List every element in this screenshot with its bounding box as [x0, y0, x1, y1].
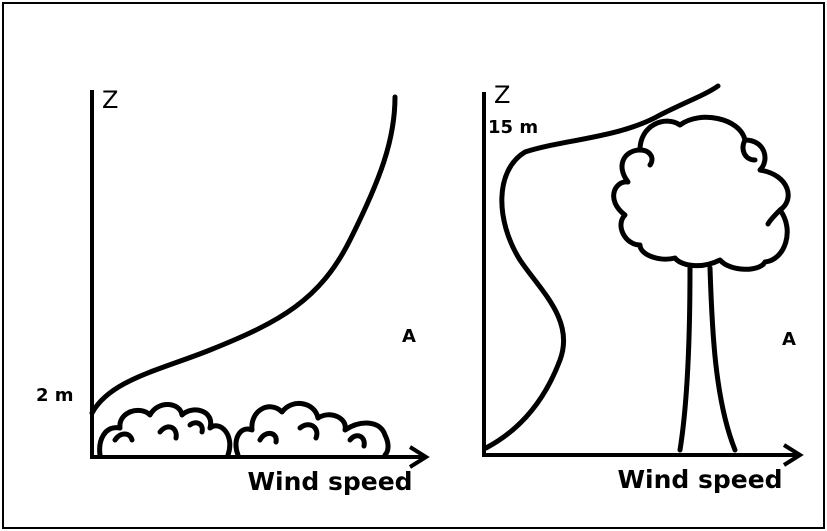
- height-label: 2 m: [36, 385, 74, 406]
- arrow-head: [408, 445, 430, 469]
- height-label: 15 m: [488, 117, 538, 138]
- wind-profile: [483, 83, 721, 451]
- x-label: Wind speed: [617, 465, 782, 494]
- tree-trunk: [677, 265, 738, 453]
- arrow-head: [782, 443, 804, 467]
- right-panel: Z 15 m A Wind speed: [482, 81, 804, 494]
- marker-label: A: [402, 326, 416, 347]
- tree-crown: [611, 114, 791, 272]
- z-label: Z: [494, 81, 510, 109]
- left-panel: Z 2 m A Wind speed: [36, 86, 430, 496]
- marker-label: A: [782, 329, 796, 350]
- z-label: Z: [102, 86, 118, 114]
- wind-profile: [89, 94, 398, 416]
- bushes-left: [97, 402, 233, 458]
- x-label: Wind speed: [247, 467, 412, 496]
- bushes-right: [233, 401, 391, 458]
